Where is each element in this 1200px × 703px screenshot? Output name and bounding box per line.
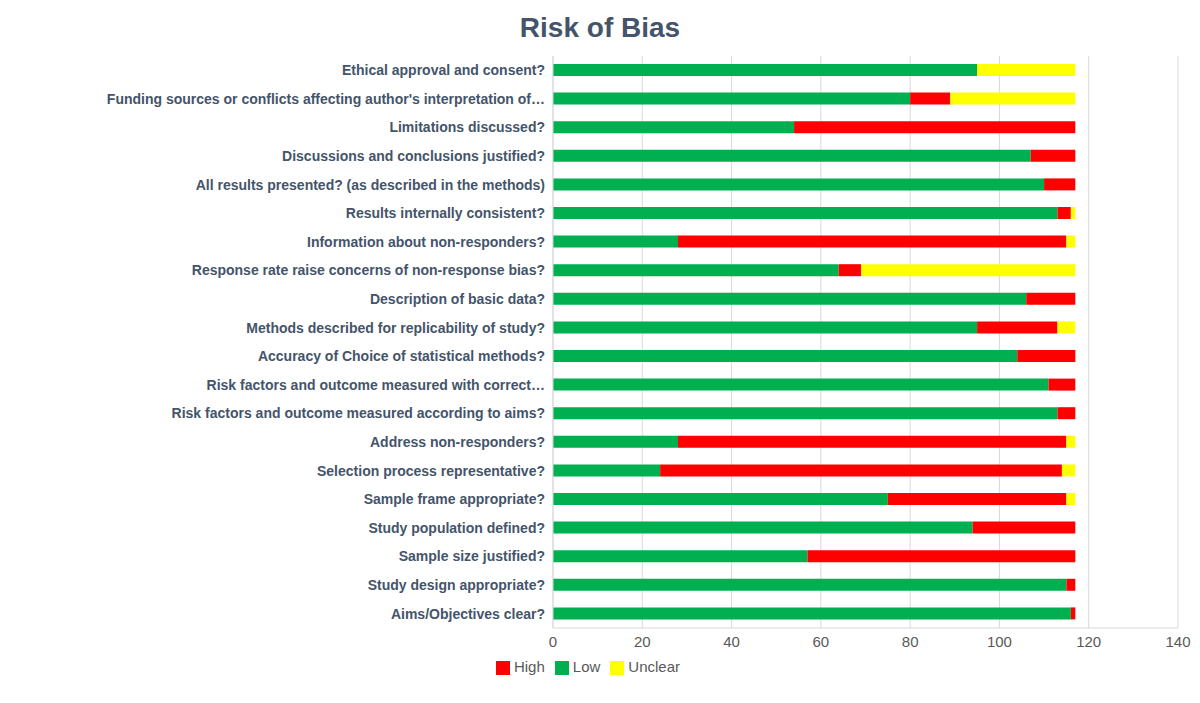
svg-text:Study population defined?: Study population defined? [368,520,545,536]
svg-text:Information about non-responde: Information about non-responders? [307,234,545,250]
svg-text:120: 120 [1076,633,1101,650]
html-text:High: High [514,658,545,675]
svg-text:40: 40 [723,633,740,650]
svg-text:Aims/Objectives clear?: Aims/Objectives clear? [391,606,545,622]
svg-text:Selection process representati: Selection process representative? [317,463,545,479]
svg-text:20: 20 [634,633,651,650]
svg-text:80: 80 [902,633,919,650]
svg-text:Accuracy of Choice of statisti: Accuracy of Choice of statistical method… [258,348,545,364]
svg-text:Response rate raise concerns o: Response rate raise concerns of non-resp… [192,262,545,278]
html-text:Risk of Bias: Risk of Bias [519,12,681,43]
svg-text:0: 0 [549,633,557,650]
svg-text:Methods described for replicab: Methods described for replicability of s… [246,320,545,336]
svg-text:Funding sources or conflicts a: Funding sources or conflicts affecting a… [107,91,545,107]
svg-text:60: 60 [813,633,830,650]
svg-text:Results internally consistent?: Results internally consistent? [346,205,545,221]
svg-text:100: 100 [987,633,1012,650]
svg-text:Ethical approval and consent?: Ethical approval and consent? [342,62,545,78]
svg-text:Study design appropriate?: Study design appropriate? [368,577,545,593]
svg-text:Risk factors and outcome measu: Risk factors and outcome measured accord… [172,405,545,421]
html-text:Low: Low [572,658,601,675]
svg-text:Address non-responders?: Address non-responders? [370,434,545,450]
html-text:Unclear: Unclear [628,658,680,675]
svg-text:140: 140 [1165,633,1190,650]
svg-text:Description of basic data?: Description of basic data? [370,291,545,307]
svg-text:All results presented? (as des: All results presented? (as described in … [196,177,545,193]
svg-text:Sample size justified?: Sample size justified? [399,548,545,564]
svg-text:Limitations discussed?: Limitations discussed? [389,119,545,135]
svg-text:Sample frame appropriate?: Sample frame appropriate? [364,491,545,507]
svg-text:Discussions and conclusions ju: Discussions and conclusions justified? [282,148,545,164]
svg-text:Risk factors and outcome measu: Risk factors and outcome measured with c… [207,377,545,393]
